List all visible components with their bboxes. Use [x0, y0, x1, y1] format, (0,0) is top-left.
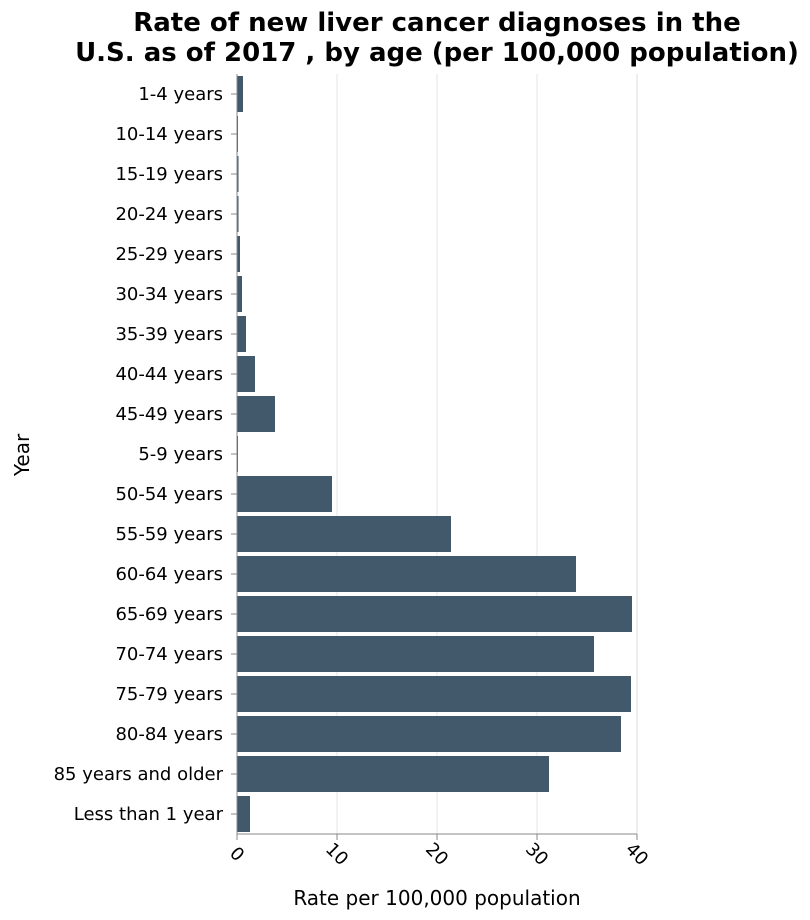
y-tick-label: 70-74 years — [115, 644, 223, 665]
x-tick-label: 20 — [421, 839, 452, 870]
bar — [237, 556, 576, 592]
x-tick-label: 30 — [521, 839, 552, 870]
y-tick-label: 30-34 years — [115, 284, 223, 305]
bar — [237, 356, 255, 392]
bar — [237, 236, 240, 272]
x-tick-label: 10 — [321, 839, 352, 870]
bar — [237, 156, 239, 192]
y-tick-label: 85 years and older — [54, 764, 224, 785]
y-tick-label: 60-64 years — [115, 564, 223, 585]
y-tick-label: 10-14 years — [115, 124, 223, 145]
bar — [237, 596, 632, 632]
bar — [237, 636, 594, 672]
bar — [237, 516, 451, 552]
bar — [237, 196, 239, 232]
y-tick-label: Less than 1 year — [74, 804, 224, 825]
bar — [237, 676, 631, 712]
bar — [237, 796, 250, 832]
y-axis-title: Year — [10, 433, 34, 477]
y-tick-label: 15-19 years — [115, 164, 223, 185]
y-tick-label: 55-59 years — [115, 524, 223, 545]
y-tick-label: 40-44 years — [115, 364, 223, 385]
y-tick-label: 75-79 years — [115, 684, 223, 705]
bar — [237, 476, 332, 512]
y-tick-label: 45-49 years — [115, 404, 223, 425]
y-tick-labels: 1-4 years 10-14 years 15-19 years 20-24 yea… — [54, 84, 237, 825]
y-tick-label: 35-39 years — [115, 324, 223, 345]
y-tick-label: 25-29 years — [115, 244, 223, 265]
bar — [237, 396, 275, 432]
chart-title-line-2: U.S. as of 2017 , by age (per 100,000 po… — [75, 38, 799, 68]
y-tick-label: 50-54 years — [115, 484, 223, 505]
y-tick-label: 5-9 years — [138, 444, 223, 465]
x-tick-label: 40 — [621, 839, 652, 870]
bars — [237, 76, 632, 832]
x-axis-title: Rate per 100,000 population — [293, 886, 580, 910]
y-tick-label: 1-4 years — [138, 84, 223, 105]
y-tick-label: 65-69 years — [115, 604, 223, 625]
y-tick-label: 20-24 years — [115, 204, 223, 225]
y-tick-label: 80-84 years — [115, 724, 223, 745]
bar — [237, 756, 549, 792]
x-tick-labels: 0 10 20 30 40 — [225, 834, 652, 870]
bar — [237, 716, 621, 752]
x-tick-label: 0 — [225, 843, 248, 866]
chart-title-line-1: Rate of new liver cancer diagnoses in th… — [133, 8, 741, 38]
bar — [237, 276, 242, 312]
bar — [237, 316, 246, 352]
bar — [237, 76, 243, 112]
